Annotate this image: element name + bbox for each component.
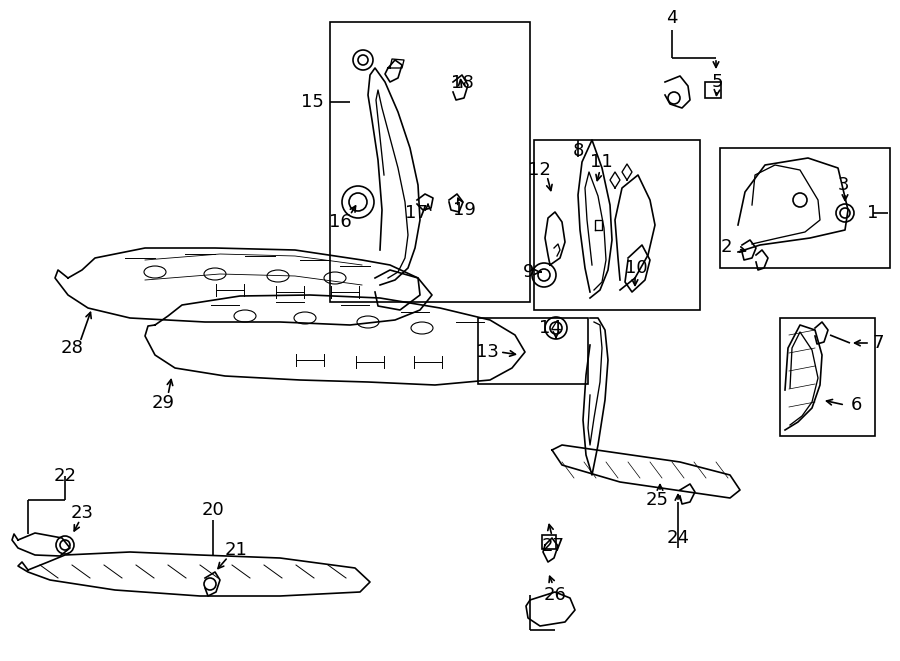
Text: 11: 11 [590,153,612,171]
Text: 5: 5 [711,73,723,91]
Text: 2: 2 [720,238,732,256]
Text: 15: 15 [301,93,323,111]
Text: 28: 28 [60,339,84,357]
Text: 1: 1 [868,204,878,222]
Text: 21: 21 [225,541,248,559]
Text: 25: 25 [645,491,669,509]
Text: 24: 24 [667,529,689,547]
Text: 14: 14 [538,319,562,337]
Bar [542,535,556,549]
Bar [720,148,890,268]
Text: 9: 9 [523,263,535,281]
Text: 10: 10 [625,259,647,277]
Text: 8: 8 [572,142,584,160]
Text: 3: 3 [837,176,849,194]
Text: 13: 13 [475,343,499,361]
Text: 27: 27 [542,537,564,555]
Bar [330,22,530,302]
Text: 22: 22 [53,467,76,485]
Text: 18: 18 [451,74,473,92]
Text: 4: 4 [666,9,678,27]
Text: 6: 6 [850,396,861,414]
Bar [780,318,875,436]
Text: 12: 12 [527,161,551,179]
Text: 7: 7 [872,334,884,352]
Bar [534,140,700,310]
Text: 19: 19 [453,201,475,219]
Text: 17: 17 [405,204,428,222]
Text: 16: 16 [328,213,351,231]
Text: 26: 26 [544,586,566,604]
Text: 20: 20 [202,501,224,519]
Text: 23: 23 [70,504,94,522]
Bar [705,82,721,98]
Bar [478,318,588,384]
Text: 29: 29 [151,394,175,412]
